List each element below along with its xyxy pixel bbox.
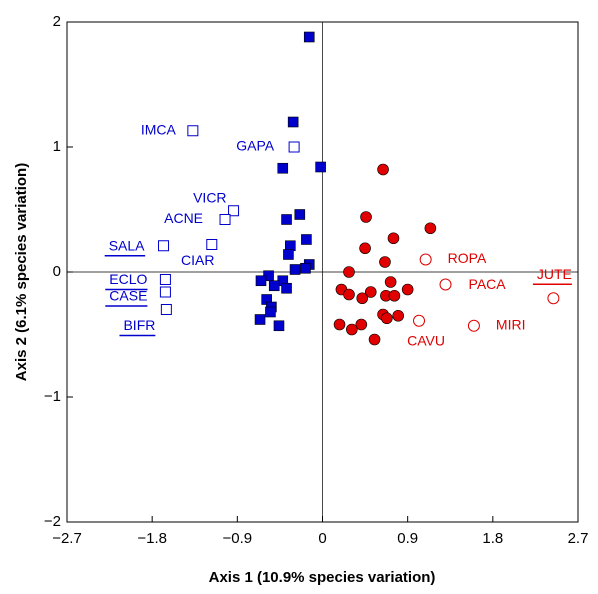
point	[424, 222, 437, 235]
point	[277, 162, 289, 174]
point	[343, 288, 355, 301]
point	[346, 323, 358, 336]
point	[159, 286, 171, 298]
point	[392, 309, 405, 322]
point	[547, 292, 560, 305]
point	[315, 161, 326, 173]
point	[273, 320, 285, 332]
x-tick-label: 1.8	[482, 530, 503, 547]
point-label: MIRI	[496, 316, 526, 332]
x-tick-label: 0	[318, 530, 326, 547]
point	[281, 214, 292, 225]
point	[160, 304, 172, 315]
point	[368, 333, 381, 346]
point-label: SALA	[109, 237, 145, 253]
point	[265, 306, 276, 318]
point	[364, 286, 377, 298]
point-label: GAPA	[236, 138, 275, 154]
point	[281, 282, 292, 294]
x-tick-label: −0.9	[223, 530, 253, 547]
point	[377, 163, 389, 176]
x-tick-label: 2.7	[568, 530, 589, 547]
x-axis-title: Axis 1 (10.9% species variation)	[209, 569, 436, 586]
point-label: IMCA	[141, 121, 177, 137]
point-label: CASE	[109, 288, 147, 304]
point-label: JUTE	[537, 266, 572, 282]
point	[413, 314, 426, 327]
y-tick-label: 2	[53, 13, 61, 30]
y-axis-title: Axis 2 (6.1% species variation)	[13, 163, 30, 381]
point	[159, 274, 171, 285]
point	[219, 214, 231, 225]
point	[419, 253, 432, 266]
point	[206, 239, 218, 250]
point-label: ROPA	[448, 250, 487, 266]
point	[254, 314, 266, 325]
point	[467, 319, 480, 332]
point-label: CIAR	[181, 252, 214, 268]
point-label: CAVU	[407, 332, 445, 348]
y-tick-label: −2	[44, 513, 61, 530]
y-tick-label: −1	[44, 388, 61, 405]
y-tick-label: 0	[53, 263, 61, 280]
point	[387, 232, 400, 245]
point	[301, 234, 312, 245]
x-tick-label: 0.9	[397, 530, 418, 547]
point	[333, 318, 346, 331]
x-tick-label: −2.7	[52, 530, 82, 547]
point	[356, 292, 369, 305]
point	[384, 276, 397, 288]
y-tick-label: 1	[53, 138, 61, 155]
point	[401, 283, 414, 296]
point	[303, 31, 315, 43]
point	[388, 289, 401, 302]
point	[439, 278, 452, 291]
point	[287, 116, 299, 128]
point-label: VICR	[193, 189, 226, 205]
point-label: BIFR	[123, 317, 155, 333]
point	[379, 256, 391, 268]
point	[283, 249, 294, 260]
point	[360, 211, 372, 223]
point	[158, 240, 170, 252]
point-label: ECLO	[109, 271, 147, 287]
point	[359, 242, 371, 255]
point-label: ACNE	[164, 210, 203, 226]
point	[300, 262, 311, 274]
point	[343, 266, 355, 278]
point	[255, 275, 267, 287]
point	[355, 318, 368, 331]
point	[381, 312, 393, 325]
point	[289, 264, 301, 275]
point	[268, 280, 280, 292]
x-tick-label: −1.8	[137, 530, 167, 547]
point-label: PACA	[469, 276, 507, 292]
point	[187, 125, 199, 137]
point	[294, 209, 306, 220]
point	[228, 205, 240, 217]
point	[288, 141, 300, 153]
